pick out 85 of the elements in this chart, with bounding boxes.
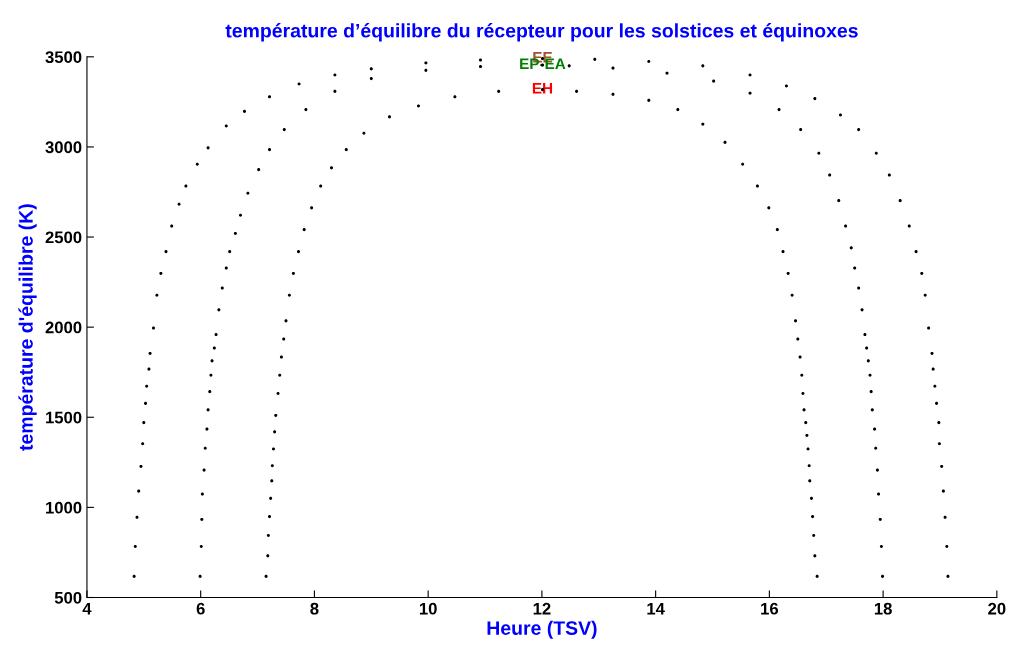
x-tick-label: 12 [533, 602, 551, 615]
point [278, 373, 282, 377]
point [478, 64, 483, 69]
point [723, 140, 727, 144]
x-tick-label: 8 [310, 602, 319, 615]
point [257, 168, 261, 172]
point [267, 148, 272, 152]
point [202, 468, 206, 472]
point [276, 391, 280, 396]
x-axis-title: Heure (TSV) [487, 620, 597, 639]
point [935, 401, 939, 405]
x-tick-label: 4 [82, 602, 92, 615]
point [755, 184, 759, 188]
point [319, 184, 323, 188]
y-tick-label: 2000 [45, 321, 82, 334]
point [141, 442, 145, 446]
point [228, 250, 232, 254]
point [296, 250, 301, 254]
point [291, 271, 295, 275]
point [233, 231, 237, 235]
point [809, 496, 814, 500]
point [575, 89, 579, 93]
point [775, 228, 779, 232]
point [781, 250, 785, 254]
point [838, 113, 843, 117]
y-tick-label: 1500 [46, 411, 82, 424]
point [931, 367, 935, 371]
point [214, 332, 218, 337]
point [145, 384, 149, 388]
point [940, 464, 944, 469]
point [701, 122, 705, 126]
point [874, 151, 878, 155]
point [139, 464, 143, 469]
point [804, 421, 808, 425]
point [369, 77, 373, 81]
point [266, 533, 270, 538]
point [784, 84, 788, 88]
point [877, 492, 881, 496]
point [224, 124, 228, 128]
y-axis-title: température d'équilibre (K) [18, 204, 37, 451]
point [837, 199, 841, 203]
y-tick-label: 1000 [46, 501, 82, 514]
point [270, 464, 274, 468]
point [282, 128, 286, 132]
y-tick-label: 2500 [45, 231, 82, 244]
x-tick-label: 16 [761, 602, 779, 615]
point [593, 57, 597, 61]
x-tick-label: 20 [988, 602, 1006, 615]
y-tick-label: 500 [54, 591, 82, 604]
point [567, 64, 571, 68]
point [217, 308, 221, 312]
point [416, 104, 421, 108]
point [203, 446, 207, 450]
point [874, 446, 878, 450]
point [208, 390, 212, 394]
series-label: EH [532, 83, 553, 94]
x-tick-label: 14 [647, 602, 665, 615]
point [844, 224, 848, 228]
point [800, 373, 804, 377]
point [923, 293, 927, 297]
point [879, 544, 883, 549]
point [857, 128, 861, 132]
point [817, 151, 821, 155]
chart-title: température d’équilibre du récepteur pour les solstices et équinoxes [225, 23, 858, 42]
point [266, 554, 270, 558]
point [799, 128, 803, 132]
point [811, 515, 815, 519]
y-tick-label: 3500 [45, 51, 82, 64]
point [269, 496, 273, 500]
point [497, 89, 501, 93]
x-tick-label: 10 [419, 602, 437, 615]
x-tick-label: 18 [874, 602, 892, 615]
point [930, 351, 934, 356]
point [195, 162, 199, 166]
point [767, 206, 771, 210]
point [267, 515, 272, 519]
y-tick-label: 3000 [45, 141, 82, 154]
point [813, 554, 817, 558]
x-tick-label: 6 [196, 602, 205, 615]
point [271, 447, 276, 451]
point [880, 574, 885, 578]
point [164, 250, 168, 254]
point [701, 64, 705, 68]
point [242, 109, 247, 113]
point [143, 401, 148, 405]
